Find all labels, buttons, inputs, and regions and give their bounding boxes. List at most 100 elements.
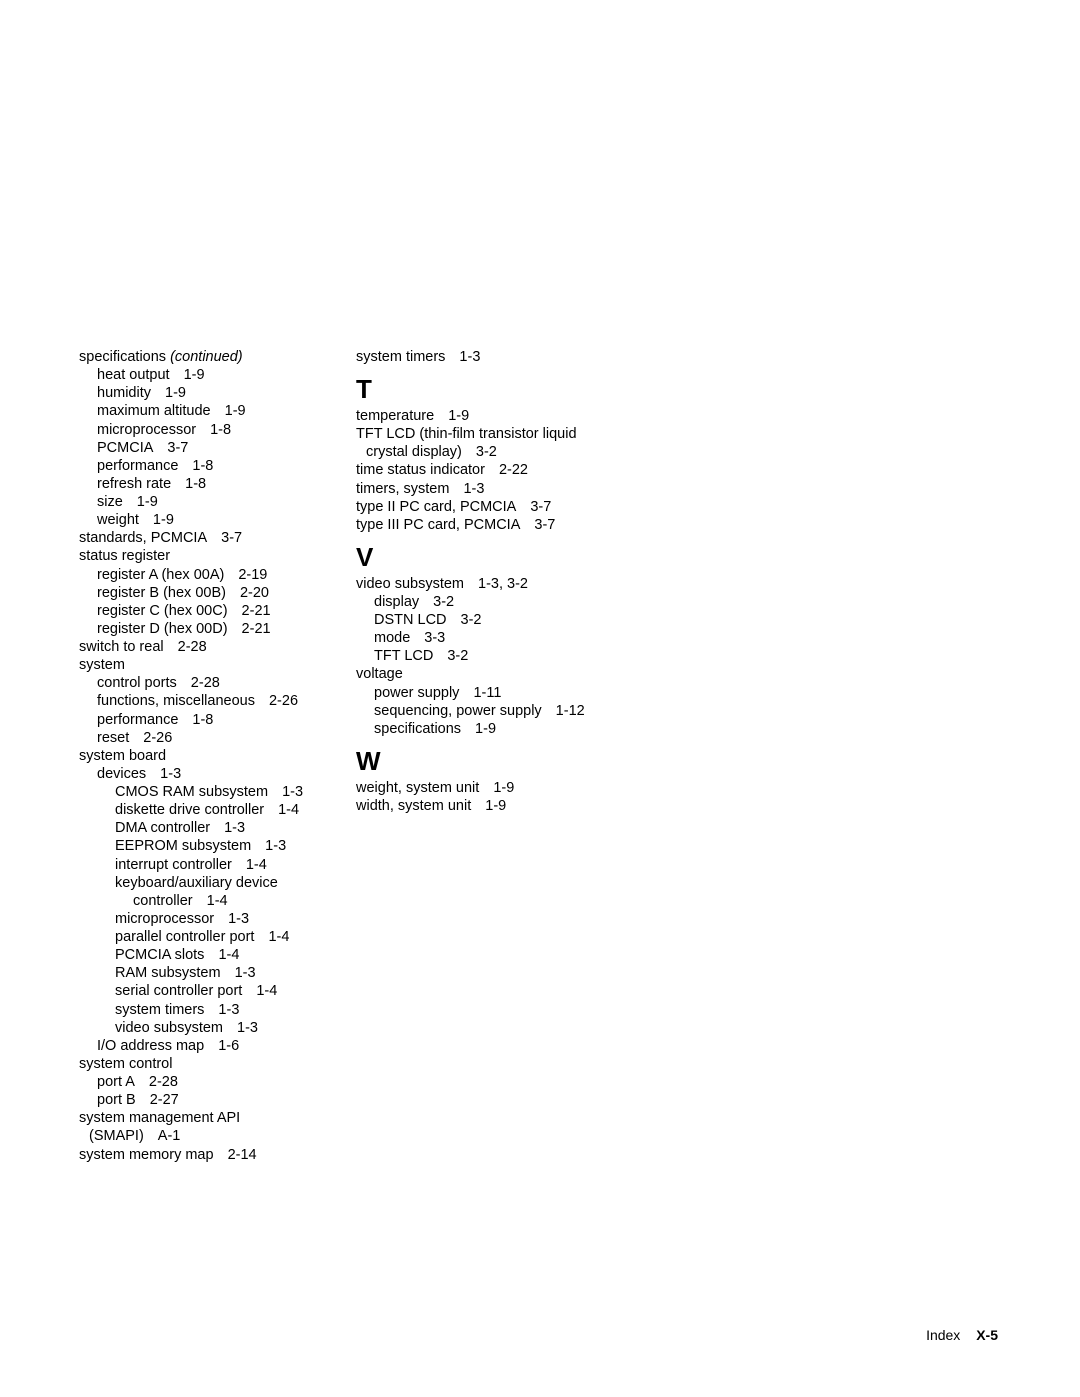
index-entry-text: system memory map: [79, 1147, 214, 1163]
index-entry: functions, miscellaneous2-26: [79, 692, 324, 710]
index-entry-page: 3-7: [221, 530, 242, 546]
index-entry-text: performance: [97, 712, 178, 728]
index-entry: (SMAPI)A-1: [79, 1127, 324, 1145]
index-entry-page: 1-8: [192, 712, 213, 728]
index-entry: system timers1-3: [356, 348, 636, 366]
index-entry: DSTN LCD3-2: [356, 611, 636, 629]
index-entry-page: 1-9: [225, 403, 246, 419]
index-entry-page: 1-3, 3-2: [478, 576, 528, 592]
index-entry: parallel controller port 1-4: [79, 928, 324, 946]
index-column-1: specifications (continued)heat output1-9…: [79, 348, 324, 1164]
index-entry-text: serial controller port: [115, 983, 242, 999]
index-entry-page: 1-3: [235, 965, 256, 981]
index-entry: temperature1-9: [356, 407, 636, 425]
index-entry-text: power supply: [374, 685, 459, 701]
index-entry-text: register C (hex 00C): [97, 603, 228, 619]
index-entry-text: display: [374, 594, 419, 610]
index-entry: system memory map2-14: [79, 1146, 324, 1164]
index-entry-page: 2-19: [238, 567, 267, 583]
index-entry-page: 1-12: [556, 703, 585, 719]
index-entry-page: 1-3: [237, 1020, 258, 1036]
index-entry-text: heat output: [97, 367, 170, 383]
index-entry-text: voltage: [356, 666, 403, 682]
index-entry-page: 1-3: [463, 481, 484, 497]
index-entry-page: 1-9: [153, 512, 174, 528]
index-entry-page: 1-9: [165, 385, 186, 401]
index-entry-page: 2-28: [191, 675, 220, 691]
index-entry: crystal display)3-2: [356, 443, 636, 461]
index-entry-page: 1-8: [210, 422, 231, 438]
index-entry-page: 1-4: [278, 802, 299, 818]
index-entry-text: port A: [97, 1074, 135, 1090]
index-entry: system management API: [79, 1109, 324, 1127]
index-entry-text: control ports: [97, 675, 177, 691]
index-page: specifications (continued)heat output 1-9…: [79, 348, 999, 1164]
index-entry-text: standards, PCMCIA: [79, 530, 207, 546]
index-entry-page: 1-4: [246, 857, 267, 873]
index-entry: interrupt controller1-4: [79, 856, 324, 874]
index-entry-text: system management API: [79, 1110, 240, 1126]
index-entry: weight1-9: [79, 511, 324, 529]
index-entry-page: 2-28: [149, 1074, 178, 1090]
index-entry-text: humidity: [97, 385, 151, 401]
index-entry-text: time status indicator: [356, 462, 485, 478]
index-entry-page: 2-21: [242, 621, 271, 637]
index-entry: standards, PCMCIA 3-7: [79, 529, 324, 547]
index-entry-page: 1-9: [485, 798, 506, 814]
index-entry: status register: [79, 547, 324, 565]
index-entry-text: system timers: [115, 1002, 204, 1018]
index-entry-page: 3-2: [476, 444, 497, 460]
index-entry: controller1-4: [79, 892, 324, 910]
index-entry-text: microprocessor: [115, 911, 214, 927]
index-entry: humidity 1-9: [79, 384, 324, 402]
index-entry: system control: [79, 1055, 324, 1073]
index-entry-text: microprocessor: [97, 422, 196, 438]
index-entry: type III PC card, PCMCIA3-7: [356, 516, 636, 534]
index-entry-page: 3-2: [433, 594, 454, 610]
index-entry-page: 1-4: [268, 929, 289, 945]
index-entry-page: 2-21: [242, 603, 271, 619]
index-entry-page: 1-3: [228, 911, 249, 927]
index-entry-page: 3-3: [424, 630, 445, 646]
index-entry-text: switch to real: [79, 639, 164, 655]
index-entry: CMOS RAM subsystem1-3: [79, 783, 324, 801]
index-entry: video subsystem1-3, 3-2: [356, 575, 636, 593]
index-entry: TFT LCD (thin-film transistor liquid: [356, 425, 636, 443]
index-entry: display 3-2: [356, 593, 636, 611]
index-section-header: W: [356, 747, 636, 777]
index-entry: time status indicator2-22: [356, 461, 636, 479]
index-entry: RAM subsystem1-3: [79, 964, 324, 982]
index-entry: specifications1-9: [356, 720, 636, 738]
index-entry-text: port B: [97, 1092, 136, 1108]
index-entry-text: devices: [97, 766, 146, 782]
index-entry-text: TFT LCD (thin-film transistor liquid: [356, 426, 577, 442]
index-entry-text: type II PC card, PCMCIA: [356, 499, 516, 515]
index-entry-suffix: (continued): [170, 349, 243, 365]
index-entry: power supply1-11: [356, 684, 636, 702]
index-entry-page: 2-28: [178, 639, 207, 655]
index-entry: EEPROM subsystem1-3: [79, 837, 324, 855]
index-entry: control ports 2-28: [79, 674, 324, 692]
index-entry-text: performance: [97, 458, 178, 474]
index-entry-text: keyboard/auxiliary device: [115, 875, 278, 891]
index-entry: microprocessor 1-3: [79, 910, 324, 928]
index-entry: maximum altitude 1-9: [79, 402, 324, 420]
index-entry-text: mode: [374, 630, 410, 646]
index-entry: size1-9: [79, 493, 324, 511]
index-entry-text: parallel controller port: [115, 929, 254, 945]
index-entry: devices1-3: [79, 765, 324, 783]
footer-label: Index: [926, 1327, 960, 1343]
index-entry-text: specifications: [374, 721, 461, 737]
index-entry-text: refresh rate: [97, 476, 171, 492]
index-entry-text: type III PC card, PCMCIA: [356, 517, 520, 533]
index-entry-page: 1-3: [224, 820, 245, 836]
index-entry-page: 3-7: [530, 499, 551, 515]
index-section-header: V: [356, 543, 636, 573]
index-entry-text: PCMCIA slots: [115, 947, 204, 963]
index-entry-text: maximum altitude: [97, 403, 211, 419]
index-entry: type II PC card, PCMCIA 3-7: [356, 498, 636, 516]
index-entry: refresh rate1-8: [79, 475, 324, 493]
index-entry-text: reset: [97, 730, 129, 746]
index-entry-text: system control: [79, 1056, 172, 1072]
index-entry-page: 2-26: [143, 730, 172, 746]
